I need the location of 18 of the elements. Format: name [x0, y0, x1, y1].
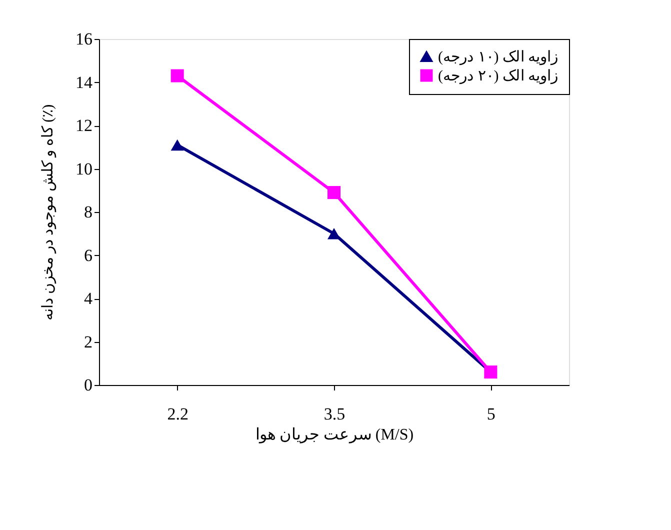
y-tick-label: 0: [84, 376, 92, 394]
y-tick-label: 12: [76, 116, 92, 135]
point: [170, 69, 184, 82]
legend-label: زاویه الک (۲۰ درجه): [438, 68, 558, 84]
y-tick-label: 4: [84, 289, 93, 308]
x-axis-title: سرعت جریان هوا (M/S): [255, 426, 414, 444]
y-axis-title: کاه و کلش موجود در مخزن دانه (٪): [40, 104, 56, 321]
y-tick-label: 10: [76, 159, 92, 178]
y-tick-label: 16: [76, 30, 92, 48]
y-tick-label: 8: [84, 202, 92, 222]
x-tick-label: 2.2: [167, 404, 188, 424]
x-tick-label: 3.5: [324, 404, 346, 424]
point: [327, 186, 341, 200]
y-tick-label: 6: [84, 246, 92, 265]
y-tick-label: 14: [76, 72, 93, 92]
legend-label: زاویه الک (۱۰ درجه): [438, 50, 558, 66]
y-tick-label: 2: [84, 332, 92, 352]
x-tick-label: 5: [486, 404, 496, 424]
